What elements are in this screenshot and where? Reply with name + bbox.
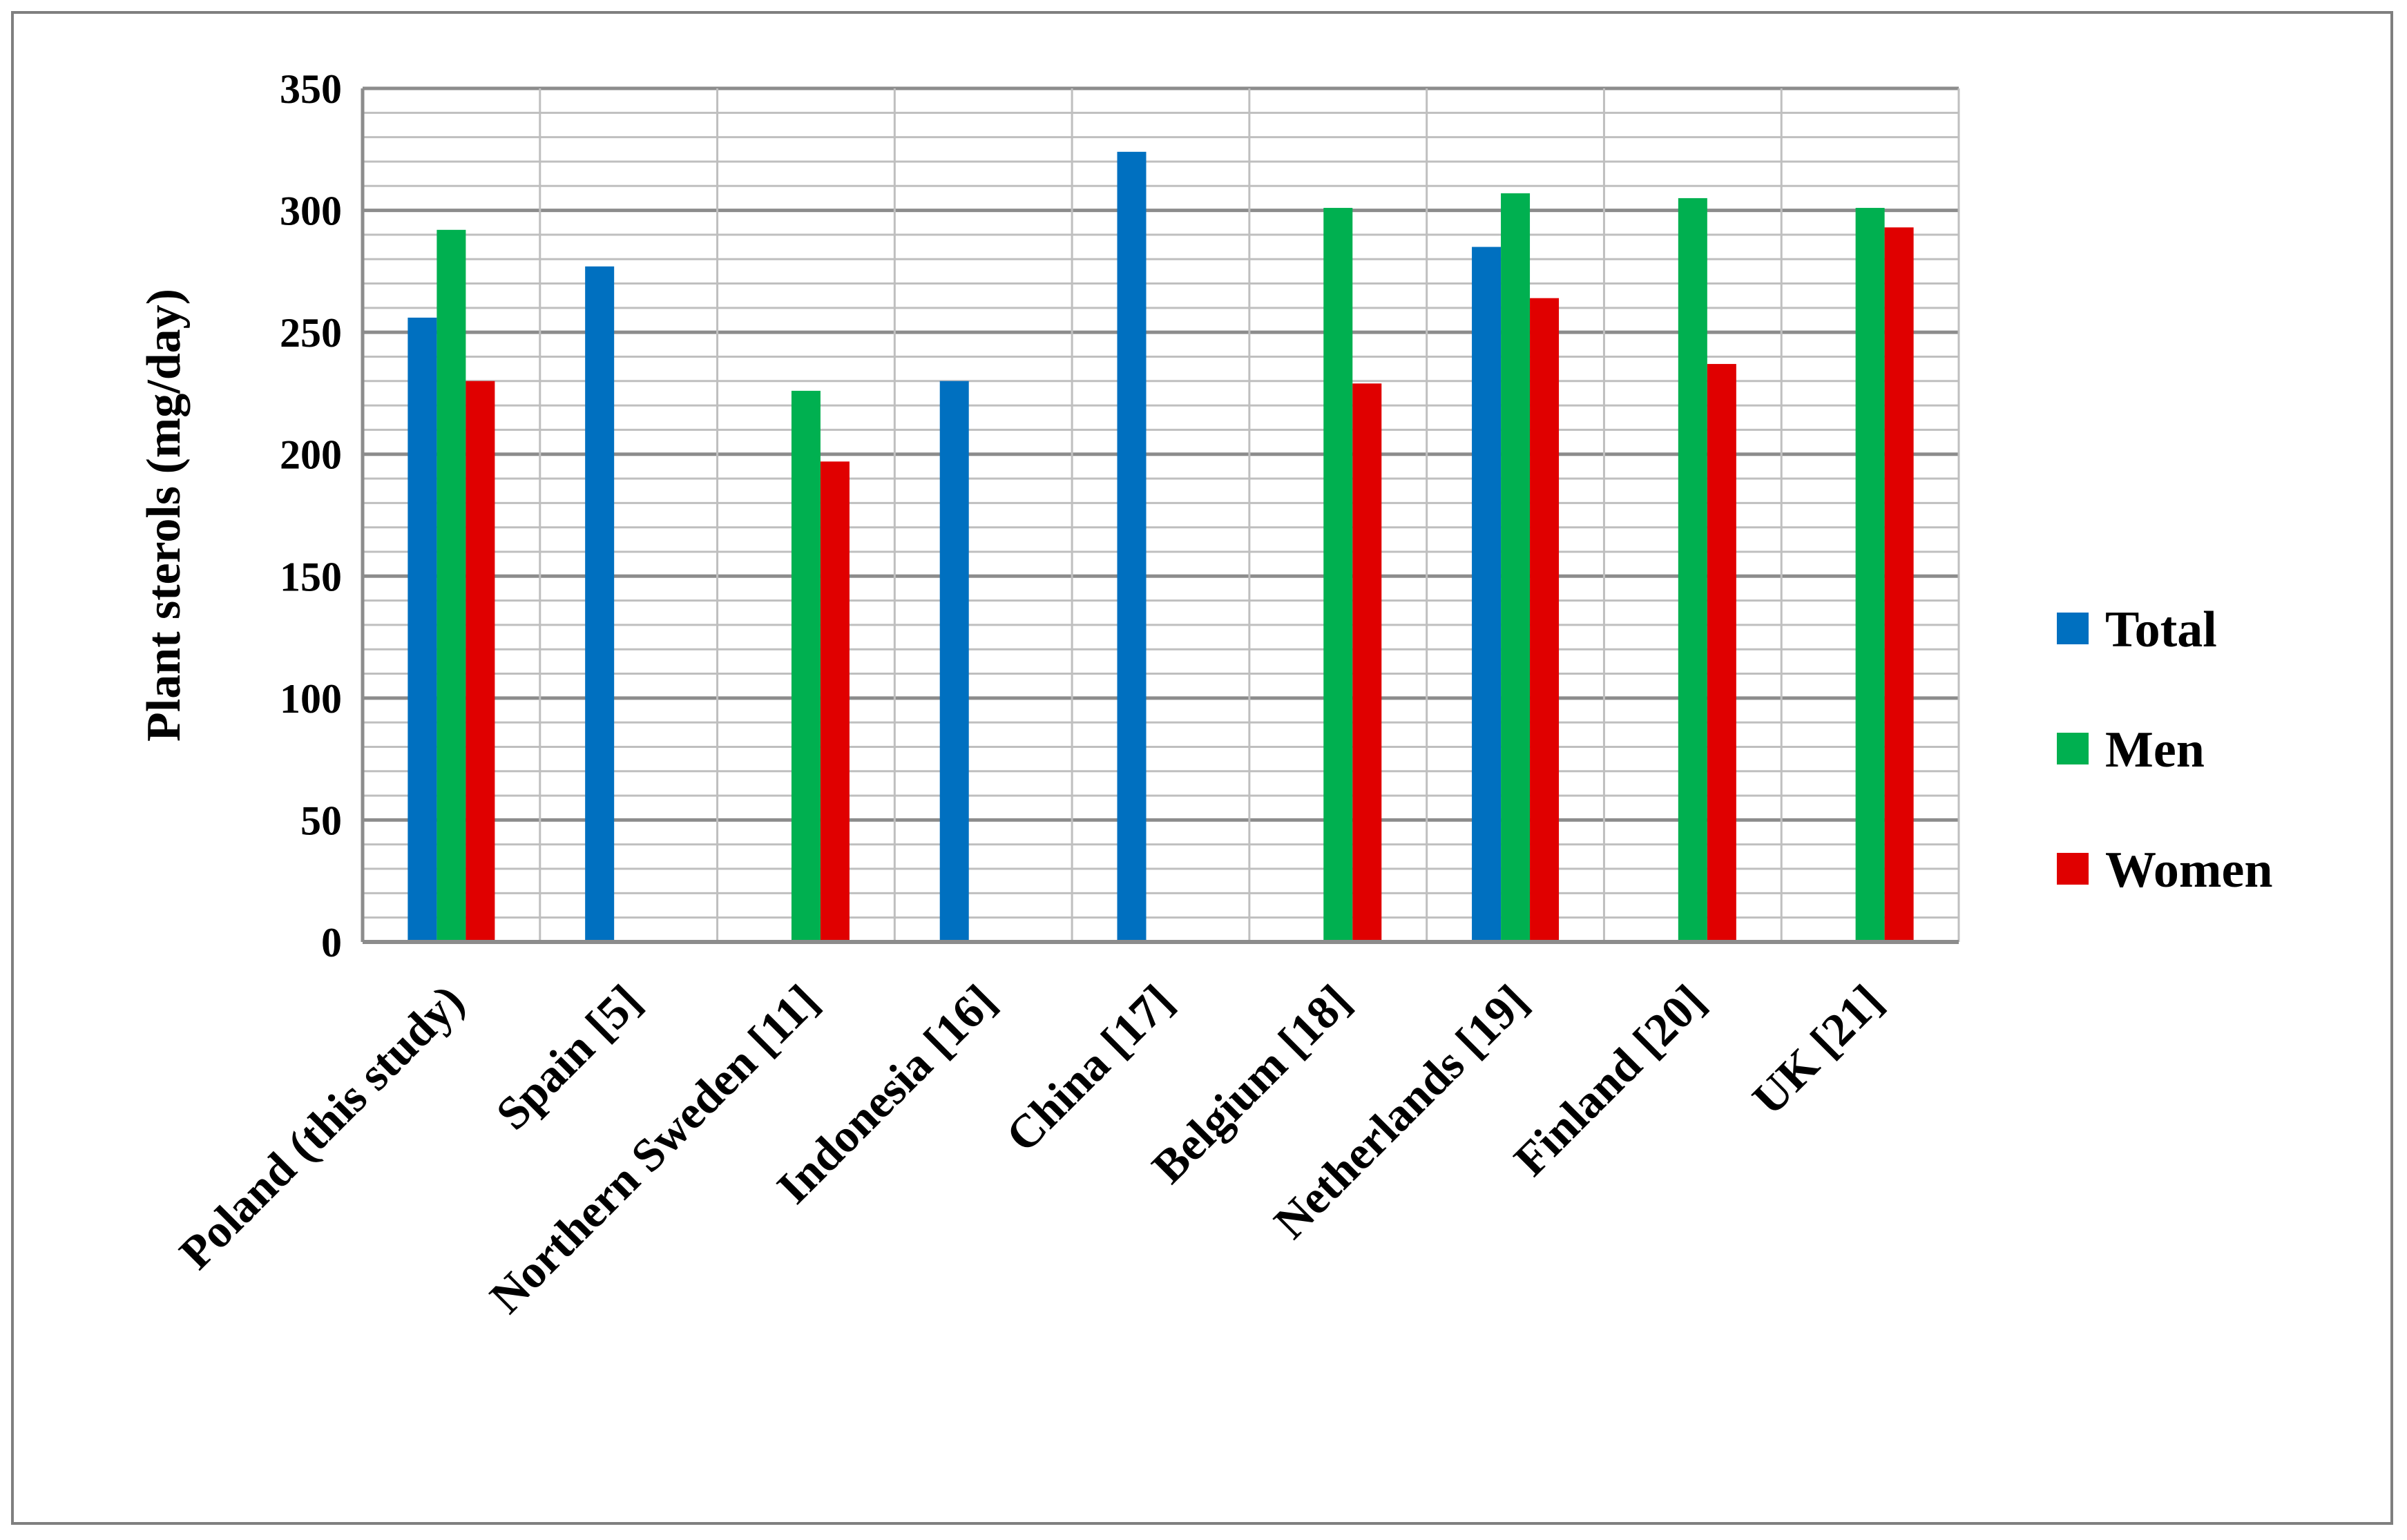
y-tick-label: 100 — [280, 676, 342, 722]
category-labels: Poland (this study) Spain [5]Northern Swe… — [169, 974, 1892, 1323]
bars — [407, 151, 1914, 942]
y-tick-label: 250 — [280, 310, 342, 356]
category-label: Spain [5] — [486, 974, 651, 1139]
bar-women — [1352, 383, 1382, 942]
y-tick-label: 50 — [300, 798, 342, 843]
chart-frame: 0 50 100 150 200 250 300 350 Poland (this study… — [11, 11, 2393, 1525]
legend: Total Men Women — [2057, 601, 2273, 898]
bar-total — [1472, 247, 1502, 942]
bar-men — [1501, 193, 1531, 942]
y-tick-label: 0 — [321, 920, 342, 965]
y-tick-label: 350 — [280, 66, 342, 112]
y-axis-title: Plant sterols (mg/day) — [137, 289, 191, 742]
bar-women — [466, 381, 495, 942]
legend-label-total: Total — [2105, 601, 2217, 658]
legend-swatch-men — [2057, 733, 2089, 764]
legend-swatch-total — [2057, 613, 2089, 644]
y-tick-label: 300 — [280, 189, 342, 234]
bar-men — [791, 390, 821, 942]
category-label: UK [21] — [1742, 974, 1892, 1125]
category-label: China [17] — [996, 974, 1183, 1162]
bar-total — [1117, 151, 1147, 942]
bar-total — [407, 317, 437, 942]
bar-women — [1884, 227, 1914, 942]
y-tick-label: 150 — [280, 554, 342, 599]
legend-label-men: Men — [2105, 722, 2205, 778]
y-tick-label: 200 — [280, 432, 342, 478]
bar-men — [1678, 198, 1707, 942]
bar-men — [437, 229, 466, 942]
category-label: Finland [20] — [1504, 974, 1715, 1186]
bar-women — [820, 461, 850, 942]
category-label: Northern Sweden [11] — [479, 974, 828, 1323]
bar-women — [1530, 298, 1560, 942]
bar-women — [1707, 364, 1736, 942]
bar-total — [585, 266, 615, 942]
legend-label-women: Women — [2105, 842, 2273, 898]
axes — [361, 88, 1959, 944]
y-tick-labels: 0 50 100 150 200 250 300 350 — [280, 66, 342, 965]
legend-swatch-women — [2057, 853, 2089, 885]
category-label: Poland (this study) — [169, 974, 474, 1279]
bar-chart: 0 50 100 150 200 250 300 350 Poland (this study… — [137, 66, 2273, 1323]
bar-men — [1323, 208, 1353, 942]
bar-men — [1855, 208, 1885, 942]
bar-total — [939, 381, 969, 942]
